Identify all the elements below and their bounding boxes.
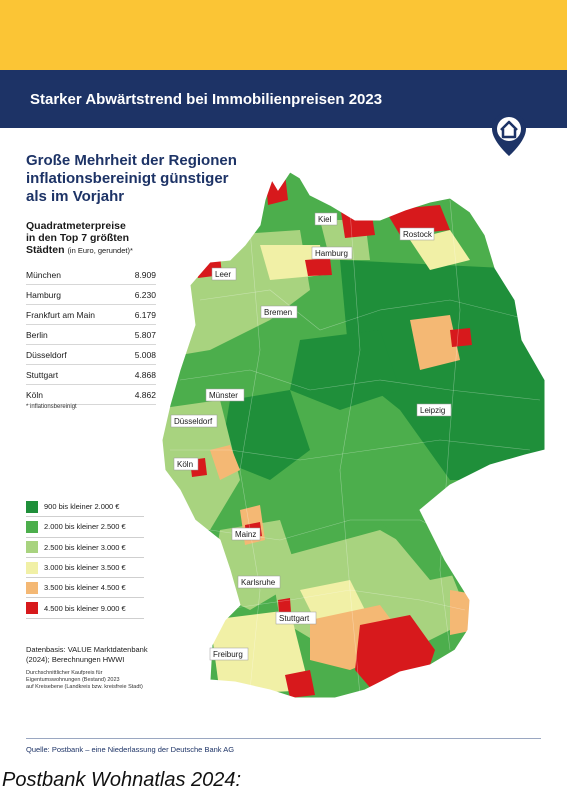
city-label-rostock: Rostock — [399, 227, 435, 241]
price-value: 4.862 — [134, 389, 156, 400]
svg-text:Bremen: Bremen — [264, 308, 292, 317]
legend-item: 900 bis kleiner 2.000 € — [26, 497, 144, 518]
price-list: München 8.909 Hamburg 6.230 Frankfurt am M… — [26, 265, 156, 405]
legend-item: 2.500 bis kleiner 3.000 € — [26, 538, 144, 558]
data-source: Datenbasis: VALUE Marktdatenbank (2024);… — [26, 645, 176, 665]
city-label-karlsruhe: Karlsruhe — [237, 575, 281, 589]
legend-item: 3.500 bis kleiner 4.500 € — [26, 578, 144, 599]
city-label-koeln: Köln — [173, 457, 199, 471]
legend-label: 2.500 bis kleiner 3.000 € — [44, 542, 126, 552]
price-row-koeln: Köln 4.862 — [26, 385, 156, 405]
city-label-kiel: Kiel — [314, 212, 338, 226]
house-pin-icon — [492, 112, 526, 156]
data-source-line-1: Datenbasis: VALUE Marktdatenbank — [26, 645, 148, 654]
price-value: 5.008 — [134, 349, 156, 360]
legend-swatch — [26, 602, 38, 615]
svg-text:Kiel: Kiel — [318, 215, 332, 224]
data-note: Durchschnittlicher Kaufpreis für Eigentu… — [26, 670, 176, 691]
price-city: München — [26, 269, 61, 280]
price-row-muenchen: München 8.909 — [26, 265, 156, 285]
city-label-hamburg: Hamburg — [311, 246, 353, 260]
city-label-bremen: Bremen — [260, 305, 298, 319]
footer-divider — [26, 738, 541, 739]
price-city: Düsseldorf — [26, 349, 67, 360]
price-city: Berlin — [26, 329, 48, 340]
legend-swatch — [26, 541, 38, 554]
subtitle-line-3: Städten — [26, 244, 65, 256]
caption: Postbank Wohnatlas 2024: — [2, 769, 242, 791]
city-labels: Kiel Rostock Hamburg Leer Bremen Münster… — [170, 212, 452, 661]
price-city: Köln — [26, 389, 44, 400]
subtitle-line-2: in den Top 7 größten — [26, 232, 130, 244]
data-note-line-1: Durchschnittlicher Kaufpreis für — [26, 670, 103, 676]
price-value: 5.807 — [134, 329, 156, 340]
header-title: Starker Abwärtstrend bei Immobilienpreis… — [30, 91, 383, 108]
headline: Große Mehrheit der Regionen inflationsbe… — [26, 152, 256, 206]
data-source-line-2: (2024); Berechnungen HWWI — [26, 655, 125, 664]
city-label-leer: Leer — [211, 267, 237, 281]
subtitle-note: (in Euro, gerundet)* — [67, 246, 133, 255]
city-label-freiburg: Freiburg — [209, 647, 249, 661]
svg-text:Freiburg: Freiburg — [213, 650, 243, 659]
svg-text:Köln: Köln — [177, 460, 193, 469]
legend-swatch — [26, 561, 38, 574]
headline-line-1: Große Mehrheit der Regionen — [26, 152, 237, 169]
header-bar: Starker Abwärtstrend bei Immobilienpreis… — [0, 70, 567, 128]
legend-label: 4.500 bis kleiner 9.000 € — [44, 603, 126, 613]
price-value: 4.868 — [134, 369, 156, 380]
germany-price-map: Kiel Rostock Hamburg Leer Bremen Münster… — [161, 171, 546, 699]
price-value: 6.179 — [134, 309, 156, 320]
headline-line-2: inflationsbereinigt günstiger — [26, 170, 229, 187]
subtitle-line-1: Quadratmeterpreise — [26, 220, 126, 232]
legend-label: 3.000 bis kleiner 3.500 € — [44, 563, 126, 573]
legend-label: 2.000 bis kleiner 2.500 € — [44, 522, 126, 532]
footnote: * inflationsbereinigt — [26, 404, 77, 410]
legend-swatch — [26, 581, 38, 594]
caption-band — [0, 768, 567, 798]
headline-line-3: als im Vorjahr — [26, 188, 125, 205]
top-yellow-band — [0, 0, 567, 70]
price-row-hamburg: Hamburg 6.230 — [26, 285, 156, 305]
city-label-stuttgart: Stuttgart — [275, 611, 317, 625]
legend-label: 3.500 bis kleiner 4.500 € — [44, 583, 126, 593]
price-row-frankfurt: Frankfurt am Main 6.179 — [26, 305, 156, 325]
price-value: 6.230 — [134, 289, 156, 300]
city-label-mainz: Mainz — [231, 527, 261, 541]
price-row-duesseldorf: Düsseldorf 5.008 — [26, 345, 156, 365]
data-note-line-3: auf Kreisebene (Landkreis bzw. kreisfrei… — [26, 684, 143, 690]
legend-item: 4.500 bis kleiner 9.000 € — [26, 598, 144, 619]
price-row-berlin: Berlin 5.807 — [26, 325, 156, 345]
city-label-leipzig: Leipzig — [416, 403, 452, 417]
legend-item: 2.000 bis kleiner 2.500 € — [26, 517, 144, 538]
price-subtitle: Quadratmeterpreise in den Top 7 größten … — [26, 220, 156, 257]
price-value: 8.909 — [134, 269, 156, 280]
price-city: Hamburg — [26, 289, 61, 300]
svg-text:Hamburg: Hamburg — [315, 249, 348, 258]
price-city: Stuttgart — [26, 369, 59, 380]
city-label-muenster: Münster — [205, 388, 245, 402]
svg-text:Münster: Münster — [209, 391, 238, 400]
map-legend: 900 bis kleiner 2.000 € 2.000 bis kleine… — [26, 497, 144, 619]
svg-text:Rostock: Rostock — [403, 230, 433, 239]
data-note-line-2: Eigentumswohnungen (Bestand) 2023 — [26, 677, 120, 683]
legend-swatch — [26, 500, 38, 513]
legend-swatch — [26, 520, 38, 533]
svg-text:Karlsruhe: Karlsruhe — [241, 578, 276, 587]
svg-text:Leer: Leer — [215, 270, 231, 279]
price-row-stuttgart: Stuttgart 4.868 — [26, 365, 156, 385]
price-city: Frankfurt am Main — [26, 309, 95, 320]
svg-text:Leipzig: Leipzig — [420, 406, 445, 415]
legend-item: 3.000 bis kleiner 3.500 € — [26, 558, 144, 579]
svg-text:Düsseldorf: Düsseldorf — [174, 417, 213, 426]
legend-label: 900 bis kleiner 2.000 € — [44, 502, 120, 512]
svg-text:Stuttgart: Stuttgart — [279, 614, 310, 623]
svg-text:Mainz: Mainz — [235, 530, 256, 539]
city-label-duesseldorf: Düsseldorf — [170, 414, 218, 428]
source-note: Quelle: Postbank – eine Niederlassung de… — [26, 745, 235, 754]
